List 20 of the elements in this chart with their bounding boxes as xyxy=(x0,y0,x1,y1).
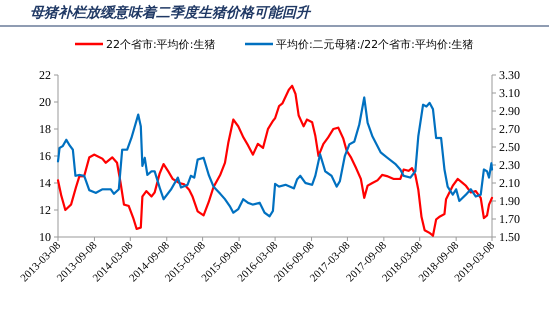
y2-tick-label: 2.10 xyxy=(499,176,520,190)
y2-tick-label: 2.70 xyxy=(499,122,520,136)
y-tick-label: 16 xyxy=(39,149,51,163)
y2-tick-label: 1.50 xyxy=(499,230,520,244)
y2-tick-label: 3.30 xyxy=(499,68,520,82)
y-tick-label: 18 xyxy=(39,122,51,136)
y-tick-label: 14 xyxy=(39,176,51,190)
legend-label: 22个省市:平均价:生猪 xyxy=(106,38,216,51)
y-tick-label: 20 xyxy=(39,95,51,109)
y-tick-label: 10 xyxy=(39,230,51,244)
y2-tick-label: 3.10 xyxy=(499,86,520,100)
y2-tick-label: 2.90 xyxy=(499,104,520,118)
y2-tick-label: 1.70 xyxy=(499,212,520,226)
y2-tick-label: 2.30 xyxy=(499,158,520,172)
legend-label: 平均价:二元母猪:/22个省市:平均价:生猪 xyxy=(276,38,474,51)
chart-title: 母猪补栏放缓意味着二季度生猪价格可能回升 xyxy=(30,4,312,21)
y2-tick-label: 1.90 xyxy=(499,194,520,208)
y-tick-label: 12 xyxy=(39,203,51,217)
y-tick-label: 22 xyxy=(39,68,51,82)
y2-tick-label: 2.50 xyxy=(499,140,520,154)
